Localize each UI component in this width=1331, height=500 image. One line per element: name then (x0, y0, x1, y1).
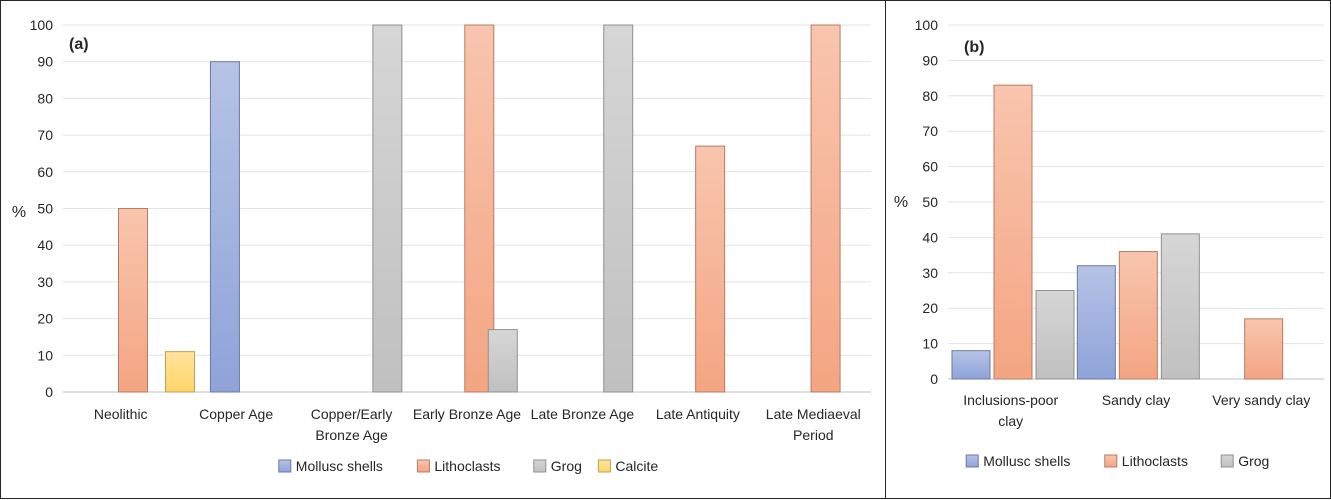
y-tick-label: 30 (922, 265, 938, 281)
legend-swatch (965, 454, 979, 468)
legend-label: Grog (1238, 453, 1269, 469)
x-category-label: Late Antiquity (656, 406, 740, 422)
y-tick-label: 20 (37, 311, 53, 327)
legend-swatch (533, 459, 547, 473)
x-category-label: clay (998, 413, 1023, 429)
bar-lithoclasts (118, 208, 148, 393)
y-tick-label: 40 (922, 229, 938, 245)
y-tick-label: 80 (922, 88, 938, 104)
y-tick-label: 0 (45, 384, 53, 400)
y-tick-label: 50 (922, 194, 938, 210)
y-tick-label: 70 (37, 127, 53, 143)
legend-swatch (597, 459, 611, 473)
y-axis-label: % (894, 194, 908, 211)
bar-lithoclasts (810, 24, 841, 393)
y-tick-label: 70 (922, 123, 938, 139)
bar-mollusc-shells (1076, 265, 1116, 380)
x-category-label: Sandy clay (1102, 392, 1170, 408)
y-tick-label: 60 (922, 159, 938, 175)
x-category-label: Copper/Early (311, 406, 393, 422)
chart-a-svg: 0 10 20 30 40 50 60 70 80 90 100% (a) Neolithic Coppe… (12, 17, 871, 474)
legend-swatch (416, 459, 430, 473)
y-tick-label: 80 (37, 90, 53, 106)
legend-label: Grog (551, 458, 582, 474)
bar-grog (487, 329, 518, 393)
panel-label: (a) (69, 36, 89, 53)
legend-label: Calcite (615, 458, 658, 474)
y-tick-label: 100 (915, 17, 939, 33)
x-category-label: Copper Age (199, 406, 273, 422)
bar-lithoclasts (1244, 318, 1284, 380)
panel-label: (b) (964, 39, 984, 56)
x-category-label: Early Bronze Age (413, 406, 521, 422)
bar-mollusc-shells (209, 61, 240, 393)
y-tick-label: 10 (37, 347, 53, 363)
x-category-label: Period (793, 427, 833, 443)
bar-grog (1035, 290, 1075, 380)
bar-grog (1160, 233, 1200, 380)
legend-swatch (1104, 454, 1118, 468)
x-category-label: Bronze Age (315, 427, 388, 443)
bar-grog (372, 24, 403, 393)
legend-label: Lithoclasts (1122, 453, 1188, 469)
legend-label: Lithoclasts (434, 458, 500, 474)
chart-panel-a: 0 10 20 30 40 50 60 70 80 90 100% (a) Neolithic Coppe… (0, 0, 886, 499)
bar-lithoclasts (1118, 251, 1158, 380)
bar-calcite (165, 351, 195, 393)
legend-label: Mollusc shells (296, 458, 383, 474)
y-tick-label: 40 (37, 237, 53, 253)
y-axis-label: % (12, 204, 26, 221)
bar-mollusc-shells (951, 350, 991, 380)
chart-panel-b: 0 10 20 30 40 50 60 70 80 90 100% (b) Inclusions-poo… (885, 0, 1331, 499)
y-tick-label: 60 (37, 164, 53, 180)
x-category-label: Very sandy clay (1212, 392, 1310, 408)
y-tick-label: 100 (30, 17, 54, 33)
x-category-label: Inclusions-poor (963, 392, 1058, 408)
x-category-label: Late Bronze Age (531, 406, 635, 422)
legend-swatch (1220, 454, 1234, 468)
bar-grog (603, 24, 634, 393)
legend-label: Mollusc shells (983, 453, 1070, 469)
x-category-label: Neolithic (94, 406, 148, 422)
bar-lithoclasts (993, 84, 1033, 380)
y-tick-label: 30 (37, 274, 53, 290)
y-tick-label: 20 (922, 300, 938, 316)
y-tick-label: 90 (922, 52, 938, 68)
y-tick-label: 10 (922, 336, 938, 352)
chart-b-svg: 0 10 20 30 40 50 60 70 80 90 100% (b) Inclusions-poo… (894, 17, 1324, 469)
y-tick-label: 50 (37, 201, 53, 217)
bar-lithoclasts (695, 145, 726, 393)
y-tick-label: 0 (930, 371, 938, 387)
y-tick-label: 90 (37, 54, 53, 70)
legend-swatch (278, 459, 292, 473)
x-category-label: Late Mediaeval (766, 406, 861, 422)
